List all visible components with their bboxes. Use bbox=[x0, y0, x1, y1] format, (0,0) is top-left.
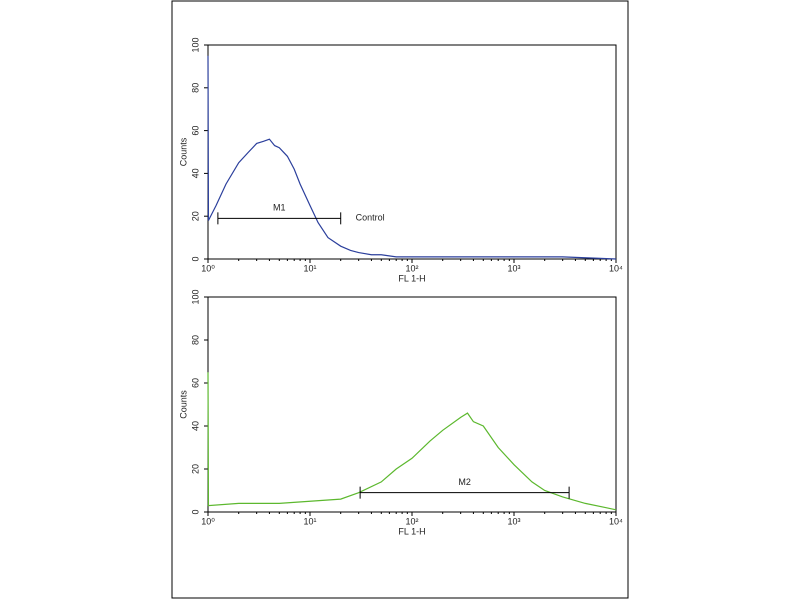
x-tick-label: 10⁴ bbox=[609, 516, 623, 526]
x-tick-label: 10⁰ bbox=[201, 263, 215, 273]
marker-label: M2 bbox=[458, 477, 471, 487]
y-tick-label: 100 bbox=[190, 289, 200, 304]
figure-border bbox=[171, 0, 629, 599]
x-tick-label: 10⁴ bbox=[609, 263, 623, 273]
histogram-line bbox=[207, 55, 617, 260]
y-tick-label: 0 bbox=[190, 256, 200, 261]
y-tick-label: 100 bbox=[190, 37, 200, 52]
y-tick-label: 40 bbox=[190, 168, 200, 178]
x-tick-label: 10³ bbox=[507, 263, 520, 273]
x-axis-label: FL 1-H bbox=[398, 273, 425, 283]
x-tick-label: 10¹ bbox=[303, 263, 316, 273]
y-tick-label: 20 bbox=[190, 211, 200, 221]
marker-label: M1 bbox=[273, 203, 286, 213]
plot-frame bbox=[207, 296, 617, 513]
y-axis-label: Counts bbox=[178, 390, 188, 419]
y-tick-label: 0 bbox=[190, 509, 200, 514]
x-tick-label: 10³ bbox=[507, 516, 520, 526]
y-tick-label: 60 bbox=[190, 126, 200, 136]
histogram-line bbox=[207, 372, 617, 511]
x-tick-label: 10² bbox=[405, 263, 418, 273]
x-tick-label: 10² bbox=[405, 516, 418, 526]
x-axis-label: FL 1-H bbox=[398, 526, 425, 536]
annotation: Control bbox=[356, 213, 385, 223]
plot-frame bbox=[207, 44, 617, 260]
y-tick-label: 80 bbox=[190, 83, 200, 93]
y-axis-label: Counts bbox=[178, 137, 188, 166]
x-tick-label: 10¹ bbox=[303, 516, 316, 526]
y-tick-label: 20 bbox=[190, 464, 200, 474]
y-tick-label: 40 bbox=[190, 421, 200, 431]
x-tick-label: 10⁰ bbox=[201, 516, 215, 526]
y-tick-label: 80 bbox=[190, 335, 200, 345]
y-tick-label: 60 bbox=[190, 378, 200, 388]
